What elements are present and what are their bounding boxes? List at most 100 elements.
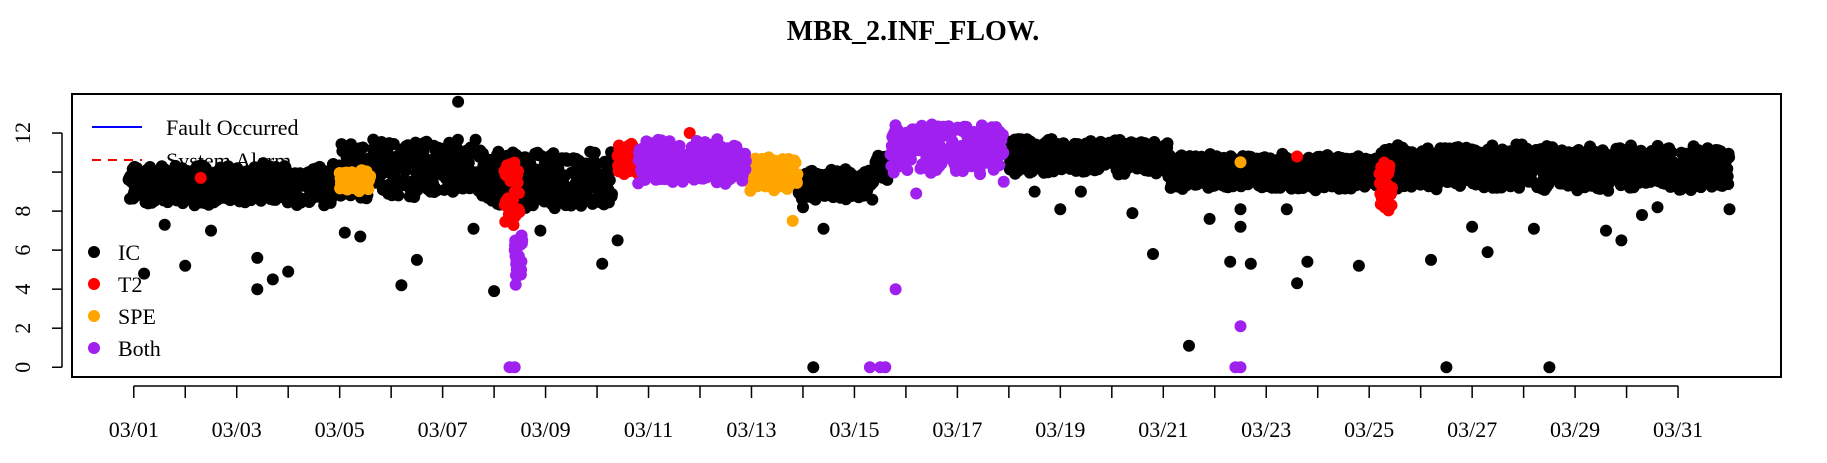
- point-ic: [1126, 207, 1139, 220]
- point-ic: [469, 133, 482, 146]
- point-spe: [786, 214, 799, 227]
- series-spe: [333, 151, 1247, 227]
- x-tick-label: 03/09: [521, 417, 571, 442]
- legend-line-label: Fault Occurred: [166, 115, 299, 140]
- point-ic: [1352, 259, 1365, 272]
- y-tick-label: 4: [10, 284, 35, 295]
- x-axis: 03/01 03/03 03/05 03/07 03/09 03/11 03/13 03/15…: [109, 385, 1703, 442]
- point-both: [993, 159, 1006, 172]
- point-both: [997, 146, 1010, 159]
- point-spe: [791, 168, 804, 181]
- point-ic: [1161, 137, 1174, 150]
- point-ic: [596, 257, 609, 270]
- point-ic: [817, 222, 830, 235]
- point-ic: [534, 224, 547, 237]
- point-t2: [1385, 199, 1398, 212]
- x-tick-label: 03/01: [109, 417, 159, 442]
- point-ic: [1466, 220, 1479, 233]
- x-tick-label: 03/03: [212, 417, 262, 442]
- point-t2: [683, 127, 696, 139]
- point-ic: [338, 226, 351, 239]
- point-ic: [611, 234, 624, 247]
- point-t2: [511, 176, 524, 189]
- point-ic: [1203, 212, 1216, 225]
- point-both: [739, 155, 752, 167]
- point-t2: [512, 165, 524, 177]
- point-both: [516, 234, 529, 247]
- point-ic: [395, 279, 408, 292]
- point-spe: [789, 156, 802, 169]
- point-ic: [1600, 224, 1612, 237]
- point-t2: [512, 187, 525, 199]
- point-ic: [282, 265, 295, 278]
- point-ic: [1425, 253, 1437, 266]
- point-both: [515, 255, 528, 268]
- point-ic: [266, 273, 279, 286]
- x-tick-label: 03/21: [1138, 417, 1188, 442]
- point-ic: [807, 361, 820, 374]
- point-ic: [1723, 203, 1736, 216]
- point-both: [997, 175, 1010, 188]
- x-tick-label: 03/17: [932, 417, 982, 442]
- point-ic: [356, 141, 369, 154]
- point-ic: [488, 285, 501, 298]
- point-both: [1234, 320, 1247, 333]
- point-ic: [399, 164, 412, 177]
- point-ic: [1244, 257, 1257, 270]
- y-axis: 0 2 4 6 8 12: [10, 122, 63, 373]
- point-ic: [606, 188, 618, 200]
- point-ic: [467, 222, 480, 235]
- chart-title: MBR_2.INF_FLOW.: [787, 16, 1040, 47]
- point-ic: [1615, 234, 1628, 247]
- point-both: [739, 163, 752, 176]
- point-t2: [1383, 159, 1396, 172]
- y-tick-label: 0: [10, 362, 35, 373]
- point-ic: [1183, 339, 1195, 352]
- point-ic: [251, 283, 264, 296]
- point-ic: [205, 224, 217, 237]
- x-tick-label: 03/07: [418, 417, 468, 442]
- point-ic: [541, 166, 553, 178]
- legend-point-swatch: [88, 278, 100, 290]
- point-both: [1234, 361, 1247, 374]
- x-tick-label: 03/29: [1550, 417, 1600, 442]
- point-t2: [1385, 181, 1398, 194]
- legend-point-label: T2: [118, 272, 142, 297]
- point-ic: [1074, 185, 1087, 198]
- point-ic: [179, 259, 192, 272]
- point-ic: [1651, 201, 1664, 214]
- x-tick-label: 03/19: [1035, 417, 1085, 442]
- legend-point-label: Both: [118, 336, 161, 361]
- y-tick-label: 8: [10, 206, 35, 217]
- point-both: [508, 361, 521, 374]
- point-both: [879, 361, 892, 374]
- y-tick-label: 6: [10, 245, 35, 256]
- point-both: [673, 139, 686, 152]
- point-ic: [1723, 151, 1736, 164]
- x-tick-label: 03/25: [1344, 417, 1394, 442]
- legend-point-swatch: [88, 342, 100, 354]
- point-ic: [452, 95, 465, 108]
- point-both: [974, 168, 987, 181]
- point-ic: [1054, 203, 1067, 216]
- point-t2: [513, 206, 526, 218]
- point-both: [901, 164, 914, 176]
- point-t2: [194, 171, 207, 184]
- point-ic: [603, 174, 616, 187]
- point-ic: [251, 251, 264, 264]
- point-ic: [1527, 222, 1540, 235]
- point-ic: [1301, 255, 1314, 268]
- x-tick-label: 03/15: [829, 417, 879, 442]
- point-both: [996, 128, 1009, 141]
- point-both: [509, 278, 522, 291]
- point-ic: [1440, 361, 1453, 374]
- data-points: [122, 95, 1736, 374]
- point-ic: [138, 267, 151, 280]
- point-ic: [451, 133, 464, 146]
- point-ic: [1234, 220, 1247, 233]
- point-ic: [1481, 246, 1494, 259]
- point-ic: [392, 189, 405, 202]
- y-tick-label: 12: [10, 122, 35, 144]
- legend-point-swatch: [88, 310, 100, 322]
